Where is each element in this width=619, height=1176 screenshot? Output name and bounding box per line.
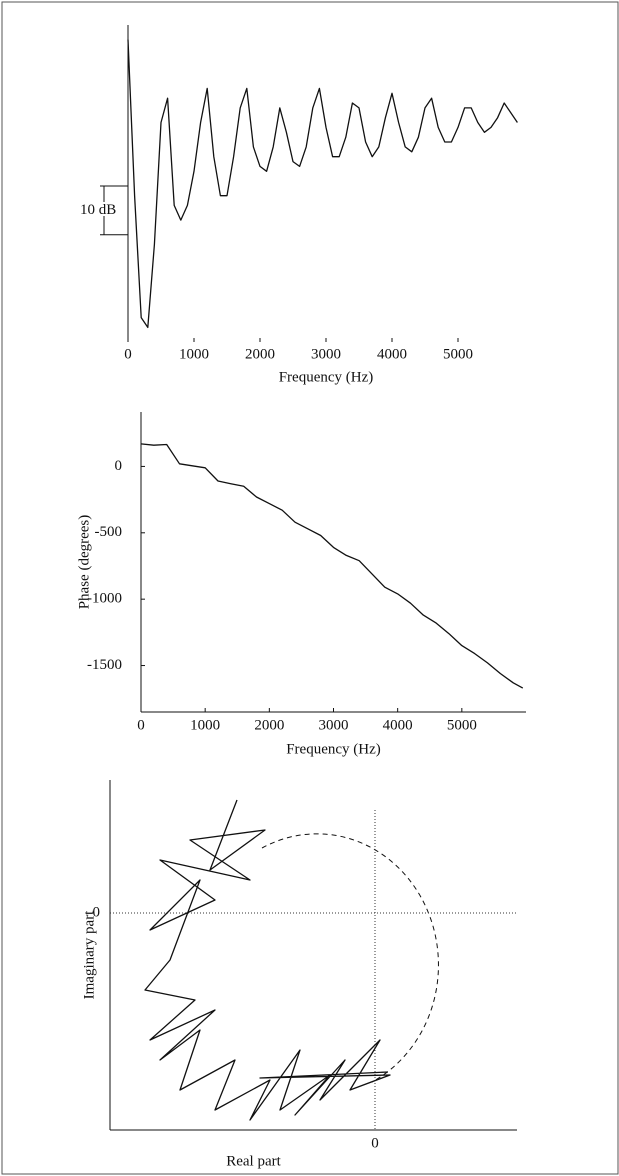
x-axis-label: Frequency (Hz) — [279, 369, 374, 385]
x-tick-label: 0 — [124, 346, 132, 362]
x-tick-label: 2000 — [245, 346, 275, 362]
x-tick-label: 0 — [137, 717, 145, 733]
x-axis-label: Frequency (Hz) — [286, 741, 381, 757]
x-tick-label: 1000 — [190, 717, 220, 733]
y-tick-label: 0 — [115, 458, 123, 474]
y-tick-label: -1000 — [87, 591, 122, 607]
x-tick-label: 4000 — [383, 717, 413, 733]
x-tick-label: 3000 — [319, 717, 349, 733]
x-tick-label: 4000 — [377, 346, 407, 362]
x-tick-label: 0 — [371, 1135, 379, 1151]
data-line — [140, 443, 524, 689]
y-tick-label: -1500 — [87, 657, 122, 673]
y-tick-label: -500 — [95, 524, 123, 540]
x-tick-label: 1000 — [179, 346, 209, 362]
y-axis-label: Imaginary part — [81, 910, 97, 1000]
x-axis-label: Real part — [226, 1153, 281, 1169]
x-tick-label: 5000 — [447, 717, 477, 733]
x-tick-label: 2000 — [254, 717, 284, 733]
x-tick-label: 5000 — [443, 346, 473, 362]
scale-label: 10 dB — [80, 202, 116, 218]
y-tick-label: 0 — [93, 904, 101, 920]
y-axis-label: Phase (degrees) — [76, 515, 92, 610]
reference-circle — [261, 833, 439, 1083]
x-tick-label: 3000 — [311, 346, 341, 362]
data-line — [144, 799, 391, 1121]
data-line — [127, 39, 518, 329]
